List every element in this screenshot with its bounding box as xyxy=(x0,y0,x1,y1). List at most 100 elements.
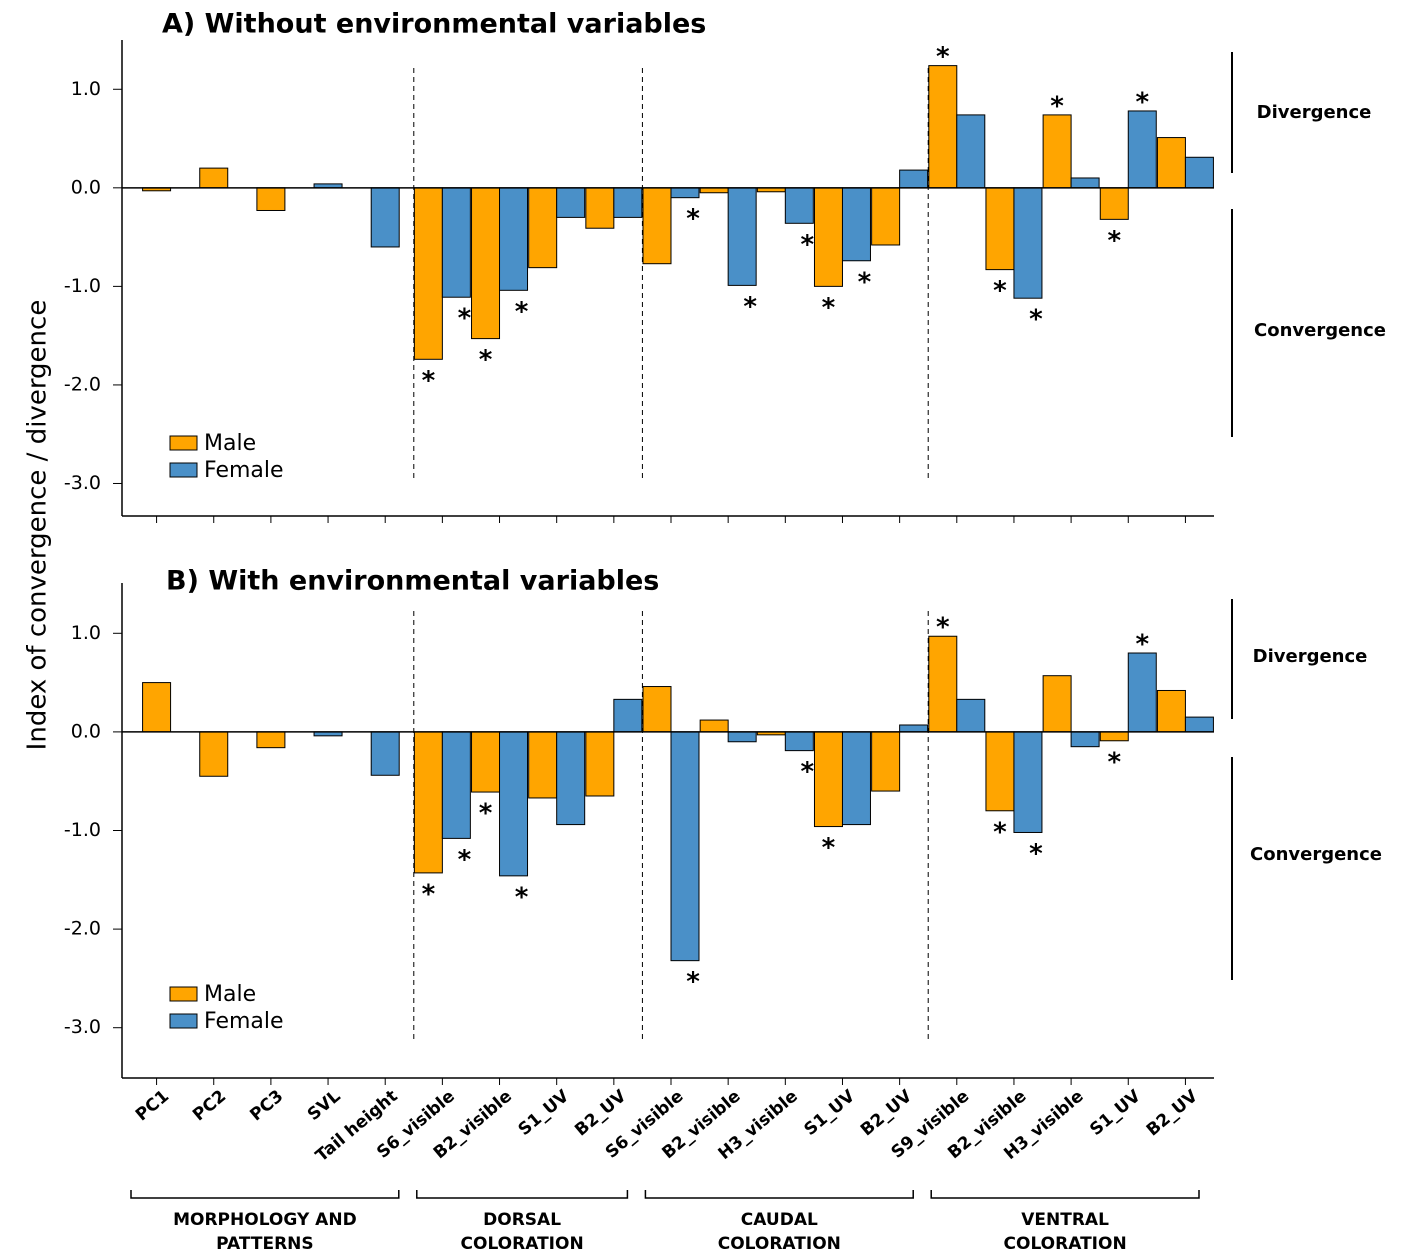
group-bracket xyxy=(644,1190,914,1199)
bar xyxy=(871,187,901,246)
significance-star: * xyxy=(515,297,529,327)
significance-star: * xyxy=(479,345,493,375)
bar xyxy=(928,635,958,733)
significance-star: * xyxy=(422,879,436,909)
significance-star: * xyxy=(515,882,529,912)
significance-star: * xyxy=(801,230,815,260)
bar xyxy=(928,65,958,189)
side-label: Convergence xyxy=(1254,320,1386,341)
bar xyxy=(899,169,929,189)
bar xyxy=(784,187,814,224)
significance-star: * xyxy=(743,292,757,322)
x-tick-label: PC3 xyxy=(246,1086,287,1125)
bar xyxy=(256,731,286,749)
bar xyxy=(585,187,615,229)
bar xyxy=(670,187,700,199)
significance-star: * xyxy=(458,304,472,334)
bar xyxy=(471,187,501,340)
bar xyxy=(199,731,229,777)
bar xyxy=(871,731,901,792)
group-label: COLORATION xyxy=(718,1234,841,1254)
bar xyxy=(956,698,986,733)
bar xyxy=(899,724,929,733)
x-tick-label: SVL xyxy=(304,1086,345,1125)
y-tick-label: 0.0 xyxy=(71,720,101,742)
group-label: VENTRAL xyxy=(1021,1210,1109,1230)
bar xyxy=(642,187,672,265)
legend-swatch xyxy=(169,986,198,1002)
bar xyxy=(556,731,586,826)
y-tick-label: -1.0 xyxy=(64,819,101,841)
bar xyxy=(413,731,443,874)
bar xyxy=(199,167,229,189)
bar xyxy=(1127,652,1157,733)
bar xyxy=(556,187,586,218)
bar xyxy=(585,731,615,797)
legend-label: Female xyxy=(204,1009,284,1034)
bar xyxy=(1156,137,1186,189)
bar xyxy=(1099,187,1129,220)
significance-star: * xyxy=(1135,87,1149,117)
bar xyxy=(613,187,643,218)
legend-swatch xyxy=(169,435,198,451)
y-tick-label: -3.0 xyxy=(64,1016,101,1038)
significance-star: * xyxy=(686,967,700,997)
legend-label: Male xyxy=(204,431,256,456)
group-label: COLORATION xyxy=(1004,1234,1127,1254)
significance-star: * xyxy=(993,817,1007,847)
group-label: MORPHOLOGY AND xyxy=(173,1210,357,1230)
group-bracket xyxy=(130,1190,400,1199)
bar xyxy=(370,731,400,776)
side-label: Divergence xyxy=(1253,646,1368,667)
group-label: PATTERNS xyxy=(216,1234,314,1254)
bar xyxy=(1042,675,1072,733)
bar xyxy=(1070,731,1100,748)
bar xyxy=(613,698,643,733)
significance-star: * xyxy=(458,845,472,875)
panel-title: A) Without environmental variables xyxy=(162,9,706,40)
bar xyxy=(813,731,843,828)
side-label: Divergence xyxy=(1257,102,1372,123)
bar xyxy=(1013,731,1043,833)
significance-star: * xyxy=(936,42,950,72)
significance-star: * xyxy=(422,366,436,396)
y-tick-label: -3.0 xyxy=(64,472,101,494)
x-tick-label: S1_UV xyxy=(1086,1086,1145,1140)
bar xyxy=(1184,156,1214,189)
bar xyxy=(413,187,443,360)
significance-star: * xyxy=(686,204,700,234)
x-tick-label: S1_UV xyxy=(800,1086,859,1140)
legend-label: Male xyxy=(204,982,256,1007)
bar xyxy=(642,686,672,733)
bar xyxy=(1184,716,1214,733)
bar xyxy=(727,731,757,743)
bar xyxy=(985,731,1015,812)
x-tick-label: PC1 xyxy=(132,1086,173,1125)
x-tick-label: S1_UV xyxy=(515,1086,574,1140)
significance-star: * xyxy=(1135,630,1149,660)
bar xyxy=(1156,689,1186,733)
x-tick-label: PC2 xyxy=(189,1086,230,1125)
bar xyxy=(1099,731,1129,742)
significance-star: * xyxy=(801,757,815,787)
bar xyxy=(1013,187,1043,299)
y-tick-label: -2.0 xyxy=(64,918,101,940)
significance-star: * xyxy=(993,276,1007,306)
bar xyxy=(256,187,286,211)
x-tick-label: B2_UV xyxy=(1143,1086,1203,1141)
y-tick-label: 1.0 xyxy=(71,78,101,100)
bar xyxy=(441,187,471,298)
significance-star: * xyxy=(1107,226,1121,256)
bar xyxy=(985,187,1015,271)
y-tick-label: -1.0 xyxy=(64,275,101,297)
bar xyxy=(1070,177,1100,189)
legend-swatch xyxy=(169,462,198,478)
bar xyxy=(499,187,529,291)
group-bracket xyxy=(930,1190,1200,1199)
y-tick-label: 0.0 xyxy=(71,176,101,198)
bar xyxy=(142,682,172,733)
side-label: Convergence xyxy=(1250,844,1382,865)
group-label: CAUDAL xyxy=(741,1210,818,1230)
bar xyxy=(956,114,986,189)
